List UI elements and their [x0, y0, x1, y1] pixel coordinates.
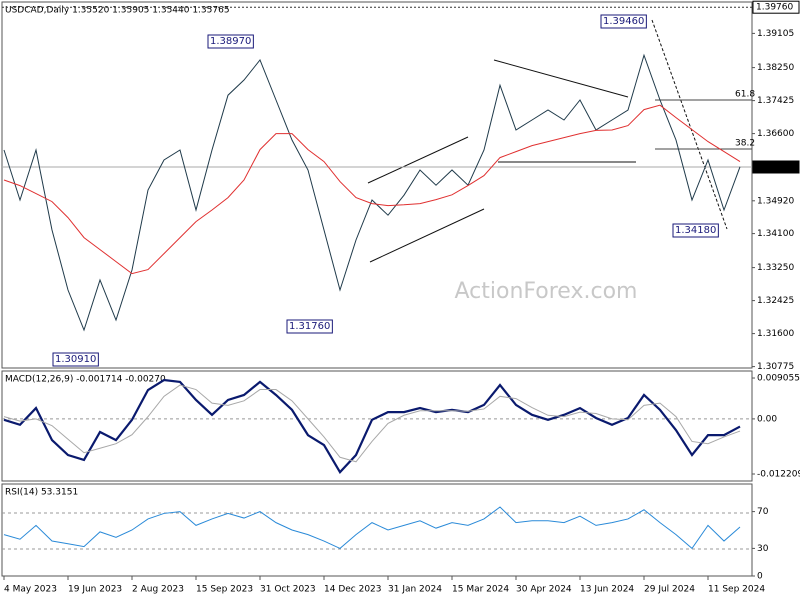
y-tick-label: 0.009055 — [757, 374, 800, 384]
rsi-title: RSI(14) 53.3151 — [5, 488, 78, 498]
x-tick-label: 31 Oct 2023 — [260, 585, 316, 595]
y-tick-label: 1.30775 — [757, 362, 794, 372]
series-line — [3, 53, 741, 332]
y-tick-label: 70 — [757, 507, 769, 517]
annotation: 1.38970 — [210, 36, 251, 47]
x-tick-label: 19 Jun 2023 — [68, 585, 122, 595]
y-tick-label: 1.32425 — [757, 296, 794, 306]
x-tick-label: 31 Jan 2024 — [388, 585, 442, 595]
series-line — [3, 506, 741, 550]
series-line — [3, 384, 741, 463]
macd-title: MACD(12,26,9) -0.001714 -0.00270 — [5, 375, 166, 385]
x-tick-label: 29 Jul 2024 — [644, 585, 695, 595]
annotation-box — [286, 319, 333, 334]
fib-label: 61.8 — [735, 90, 755, 100]
y-tick-label: 1.39105 — [757, 29, 794, 39]
price-marker-box — [752, 160, 800, 174]
fib-label: 38.2 — [735, 139, 755, 149]
y-tick-label: 0 — [757, 572, 763, 582]
x-tick-label: 2 Aug 2023 — [132, 585, 184, 595]
annotation-box — [600, 14, 647, 29]
x-tick-label: 4 May 2023 — [4, 585, 57, 595]
y-tick-label: 30 — [757, 544, 769, 554]
price-panel — [1, 1, 753, 369]
x-tick-label: 11 Sep 2024 — [708, 585, 765, 595]
x-tick-label: 13 Jun 2024 — [580, 585, 634, 595]
rsi-panel — [1, 483, 753, 577]
y-tick-label: 0.00 — [757, 414, 777, 424]
y-tick-label: 1.38250 — [757, 63, 794, 73]
macd-panel — [1, 370, 753, 482]
chart-title: USDCAD,Daily 1.35520 1.35905 1.35440 1.3… — [5, 6, 230, 16]
annotation: 1.39460 — [603, 16, 644, 27]
series-line — [3, 104, 741, 275]
watermark: ActionForex.com — [455, 279, 638, 304]
series-line — [3, 378, 741, 474]
x-tick-label: 30 Apr 2024 — [516, 585, 572, 595]
annotation: 1.34180 — [675, 225, 716, 236]
x-tick-label: 14 Dec 2023 — [324, 585, 382, 595]
y-tick-label: 1.33250 — [757, 263, 794, 273]
y-tick-label: 1.36600 — [757, 129, 794, 139]
annotation: 1.31760 — [289, 321, 330, 332]
y-tick-label: 1.37425 — [757, 96, 794, 106]
annotation: 1.30910 — [55, 354, 96, 365]
x-tick-label: 15 Sep 2023 — [196, 585, 253, 595]
price-marker-box — [752, 0, 800, 14]
y-tick-label: 1.34100 — [757, 229, 794, 239]
annotation-box — [672, 223, 719, 238]
y-tick-label: 1.31600 — [757, 329, 794, 339]
x-tick-label: 15 Mar 2024 — [452, 585, 509, 595]
annotation-box — [207, 34, 254, 49]
price-marker-label: 1.35765 — [756, 163, 793, 173]
y-tick-label: -0.012209 — [757, 469, 800, 479]
y-tick-label: 1.34920 — [757, 196, 794, 206]
price-marker-label: 1.39760 — [756, 3, 793, 13]
annotation-box — [52, 352, 99, 367]
